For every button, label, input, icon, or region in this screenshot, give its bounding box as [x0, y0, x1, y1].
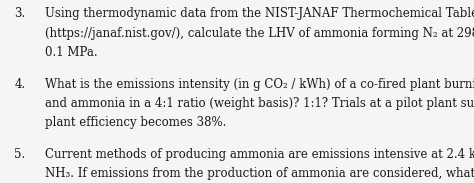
Text: 0.1 MPa.: 0.1 MPa.: [45, 46, 98, 59]
Text: What is the emissions intensity (in g CO₂ / kWh) of a co-fired plant burning bot: What is the emissions intensity (in g CO…: [45, 78, 474, 91]
Text: Using thermodynamic data from the NIST-JANAF Thermochemical Tables: Using thermodynamic data from the NIST-J…: [45, 7, 474, 20]
Text: 4.: 4.: [14, 78, 26, 91]
Text: plant efficiency becomes 38%.: plant efficiency becomes 38%.: [45, 116, 227, 129]
Text: and ammonia in a 4:1 ratio (weight basis)? 1:1? Trials at a pilot plant suggest : and ammonia in a 4:1 ratio (weight basis…: [45, 97, 474, 110]
Text: NH₃. If emissions from the production of ammonia are considered, what are the: NH₃. If emissions from the production of…: [45, 167, 474, 180]
Text: (https://janaf.nist.gov/), calculate the LHV of ammonia forming N₂ at 298.15 K a: (https://janaf.nist.gov/), calculate the…: [45, 27, 474, 40]
Text: 3.: 3.: [14, 7, 26, 20]
Text: Current methods of producing ammonia are emissions intensive at 2.4 kg CO₂ per k: Current methods of producing ammonia are…: [45, 148, 474, 161]
Text: 5.: 5.: [14, 148, 26, 161]
